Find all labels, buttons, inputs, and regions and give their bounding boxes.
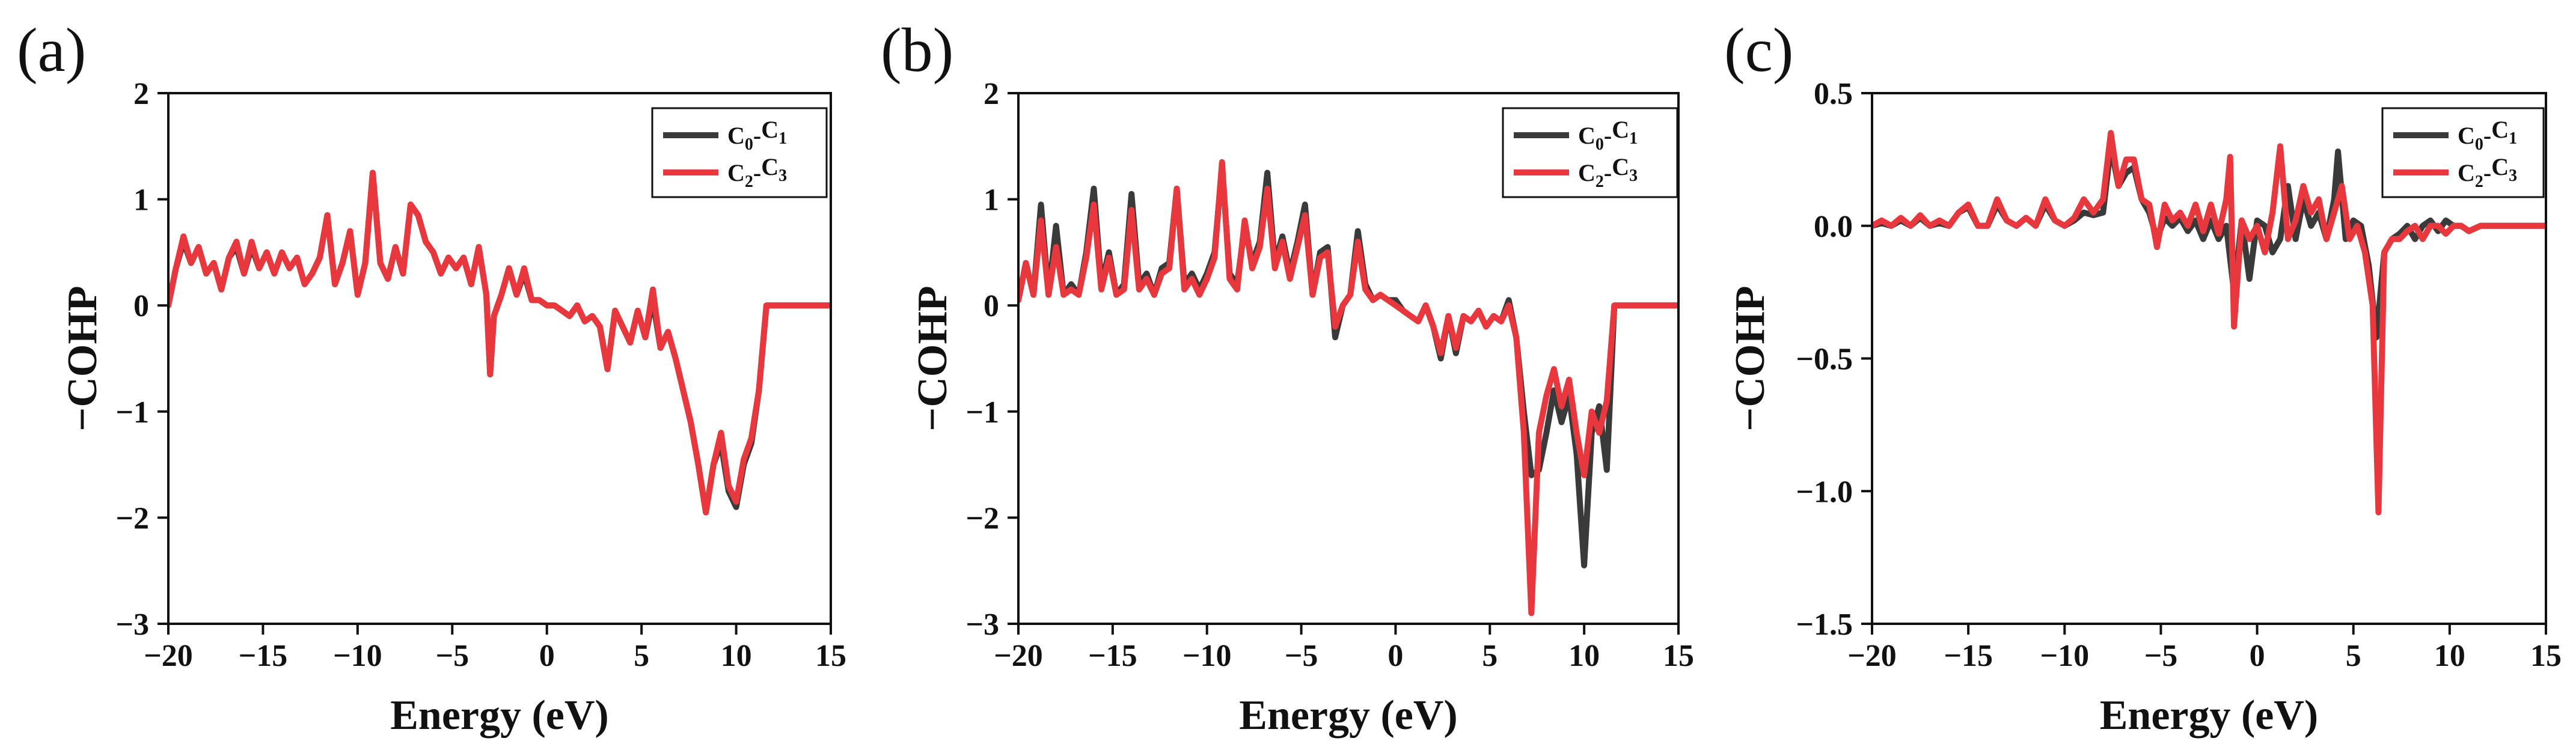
y-tick-label: −2 — [965, 501, 999, 535]
y-tick-label: −1.0 — [1796, 475, 1853, 509]
legend-label-c0-c1: C0-C1 — [727, 116, 787, 154]
x-tick-label: −15 — [1944, 639, 1993, 673]
y-tick-label: −0.5 — [1796, 343, 1853, 377]
x-axis-title: Energy (eV) — [390, 692, 609, 739]
x-tick-label: −15 — [239, 639, 288, 673]
series-group — [1872, 130, 2546, 516]
y-tick-label: 1 — [984, 183, 999, 218]
x-tick-label: 0 — [1387, 639, 1403, 673]
x-axis-title: Energy (eV) — [2100, 692, 2319, 739]
legend-box — [2381, 107, 2545, 198]
x-tick-label: −15 — [1088, 639, 1137, 673]
x-tick-label: −10 — [2040, 639, 2089, 673]
panel-label: (c) — [1724, 16, 1793, 85]
panel-label: (b) — [881, 16, 953, 85]
x-tick-label: −20 — [1847, 639, 1897, 673]
x-tick-label: 10 — [2434, 639, 2465, 673]
x-tick-label: 15 — [815, 639, 846, 673]
x-tick-label: 0 — [2250, 639, 2265, 673]
series-line-c2-c3 — [1018, 159, 1678, 617]
y-tick-label: 0.5 — [1814, 77, 1853, 111]
x-tick-label: 15 — [2530, 639, 2562, 673]
legend-label-c0-c1: C0-C1 — [2458, 116, 2517, 154]
x-tick-label: 5 — [1482, 639, 1498, 673]
y-tick-label: −3 — [115, 608, 149, 642]
panel-label: (a) — [17, 16, 86, 85]
x-tick-label: 5 — [2346, 639, 2361, 673]
x-tick-label: −5 — [2144, 639, 2178, 673]
x-tick-label: −5 — [435, 639, 469, 673]
x-tick-label: 10 — [1568, 639, 1600, 673]
series-line-c0-c1 — [168, 169, 831, 516]
legend-label-c2-c3: C2-C3 — [2458, 153, 2517, 191]
y-tick-label: 2 — [133, 77, 149, 111]
y-tick-label: 0 — [984, 289, 999, 323]
legend-label-c2-c3: C2-C3 — [727, 153, 787, 191]
x-tick-label: −10 — [333, 639, 382, 673]
legend-box — [1502, 107, 1678, 198]
y-tick-label: 0.0 — [1814, 210, 1853, 244]
y-tick-label: 0 — [133, 289, 149, 323]
x-tick-label: 15 — [1663, 639, 1694, 673]
x-tick-label: −20 — [994, 639, 1043, 673]
x-axis-title: Energy (eV) — [1239, 692, 1458, 739]
panel-c: (c) −20 −15 −10 −5 0 5 10 15 −1.5 −1.0 −0.5 0.0 0.5 En… — [1724, 16, 2562, 739]
plot-frame — [1017, 92, 1680, 625]
x-tick-label: 10 — [721, 639, 752, 673]
x-tick-label: −5 — [1285, 639, 1318, 673]
plot-frame — [167, 92, 832, 625]
y-axis-title: −COHP — [1727, 285, 1773, 431]
y-tick-label: −3 — [965, 608, 999, 642]
legend-label-c0-c1: C0-C1 — [1578, 116, 1638, 154]
y-tick-label: −1.5 — [1796, 608, 1853, 642]
y-tick-label: 1 — [133, 183, 149, 218]
y-tick-label: −1 — [115, 395, 149, 430]
series-group — [1018, 159, 1678, 617]
y-tick-label: −1 — [965, 395, 999, 430]
legend-label-c2-c3: C2-C3 — [1578, 153, 1638, 191]
x-tick-label: −10 — [1182, 639, 1232, 673]
y-tick-label: 2 — [984, 77, 999, 111]
y-tick-label: −2 — [115, 501, 149, 535]
series-line-c2-c3 — [1872, 130, 2546, 516]
series-group — [168, 169, 831, 516]
y-axis-title: −COHP — [910, 285, 956, 431]
x-tick-label: 5 — [634, 639, 649, 673]
legend-box — [651, 107, 828, 198]
x-tick-label: 0 — [539, 639, 555, 673]
y-axis-title: −COHP — [60, 285, 106, 431]
series-line-c0-c1 — [1018, 164, 1678, 569]
x-tick-label: −20 — [144, 639, 193, 673]
series-line-c2-c3 — [168, 169, 831, 516]
